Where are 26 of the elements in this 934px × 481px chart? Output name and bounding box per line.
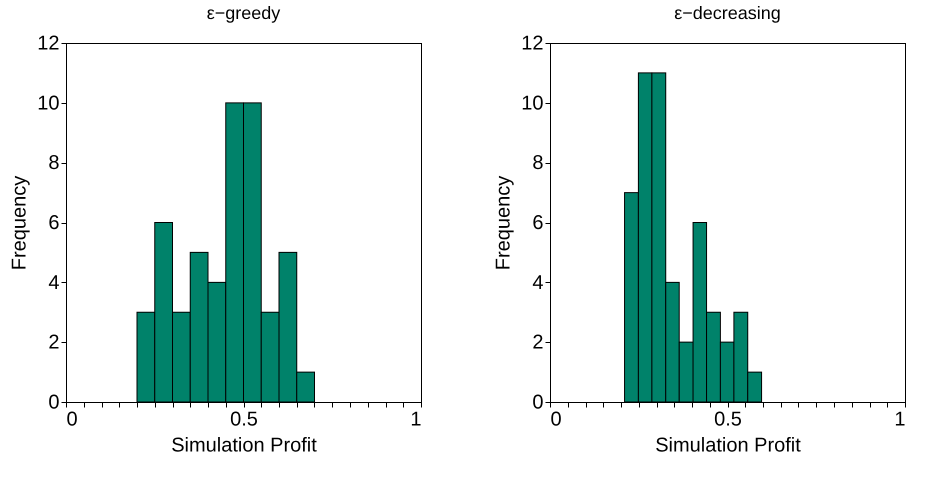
y-tick-label: 4 [48,272,60,294]
y-tick-label: 0 [48,392,60,414]
x-axis-title: Simulation Profit [171,434,318,456]
y-tick-label: 6 [48,212,60,234]
chart-title: ε−decreasing [674,3,781,23]
y-tick-label: 0 [532,392,544,414]
y-tick-label: 10 [37,92,60,114]
y-axis-title: Frequency [492,176,514,270]
x-tick-label: 1 [410,408,422,430]
y-tick-label: 2 [532,332,544,354]
y-tick-label: 12 [37,32,60,54]
y-tick-label: 12 [521,32,544,54]
chart-title: ε−greedy [206,3,280,23]
y-axis-title: Frequency [8,176,30,270]
x-tick-label: 1 [894,408,906,430]
y-tick-label: 8 [532,152,544,174]
y-tick-label: 8 [48,152,60,174]
y-tick-label: 10 [521,92,544,114]
y-tick-label: 4 [532,272,544,294]
x-tick-label: 0 [550,408,562,430]
x-axis-title: Simulation Profit [655,434,802,456]
x-tick-label: 0 [66,408,78,430]
x-tick-label: 0.5 [714,408,742,430]
y-tick-label: 2 [48,332,60,354]
y-tick-label: 6 [532,212,544,234]
x-tick-label: 0.5 [230,408,258,430]
